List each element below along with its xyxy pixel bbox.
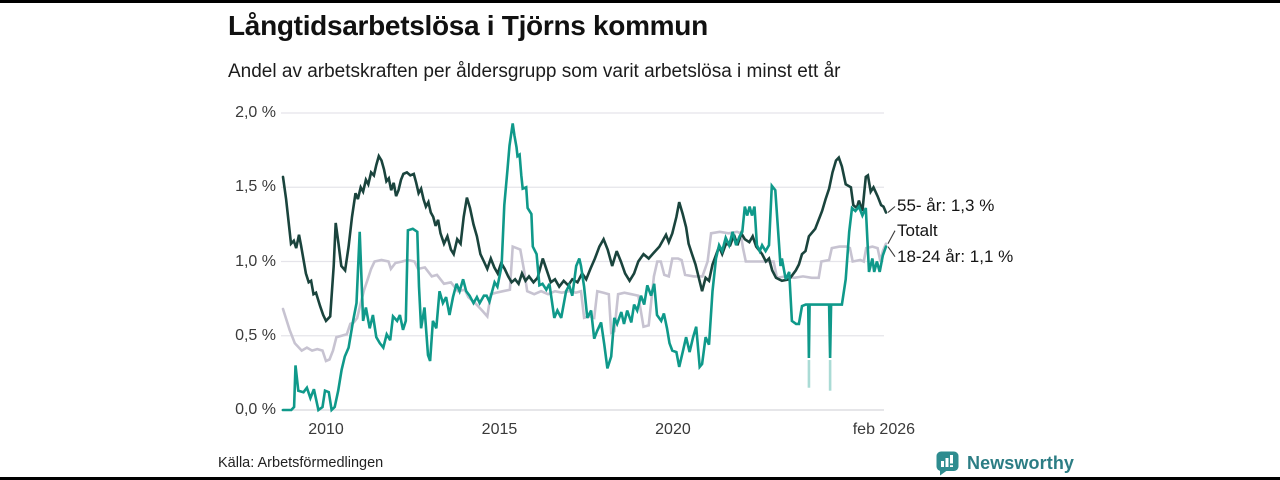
newsworthy-wordmark: Newsworthy (967, 453, 1075, 473)
end-label-leader-line (887, 206, 896, 213)
y-tick-label: 1,0 % (235, 252, 276, 270)
end-label-leader-line (887, 246, 896, 257)
newsworthy-branding[interactable]: Newsworthy (936, 451, 1074, 476)
source-note: Källa: Arbetsförmedlingen (218, 455, 384, 471)
series-line-55-r (281, 152, 888, 324)
line-chart (281, 112, 896, 413)
y-tick-label: 0,0 % (235, 401, 276, 418)
y-tick-label: 1,5 % (235, 178, 276, 196)
page-title: Långtidsarbetslösa i Tjörns kommun (228, 10, 708, 41)
series-end-label-18-24-ar: 18-24 år: 1,1 % (897, 246, 1014, 266)
series-line-18-24-r (281, 123, 888, 413)
newsworthy-logo-icon (936, 451, 959, 476)
y-tick-label: 0,5 % (235, 326, 276, 344)
y-tick-label: 2,0 % (235, 104, 276, 121)
x-tick-label: 2010 (308, 421, 344, 438)
chart-subtitle: Andel av arbetskraften per åldersgrupp s… (228, 61, 841, 82)
series-end-label-totalt: Totalt (897, 220, 938, 240)
x-tick-label: 2015 (481, 421, 518, 438)
x-tick-label: feb 2026 (852, 421, 916, 438)
series-end-label-55-ar: 55- år: 1,3 % (897, 196, 995, 216)
end-label-leader-line (887, 230, 896, 244)
x-tick-label: 2020 (655, 421, 691, 438)
